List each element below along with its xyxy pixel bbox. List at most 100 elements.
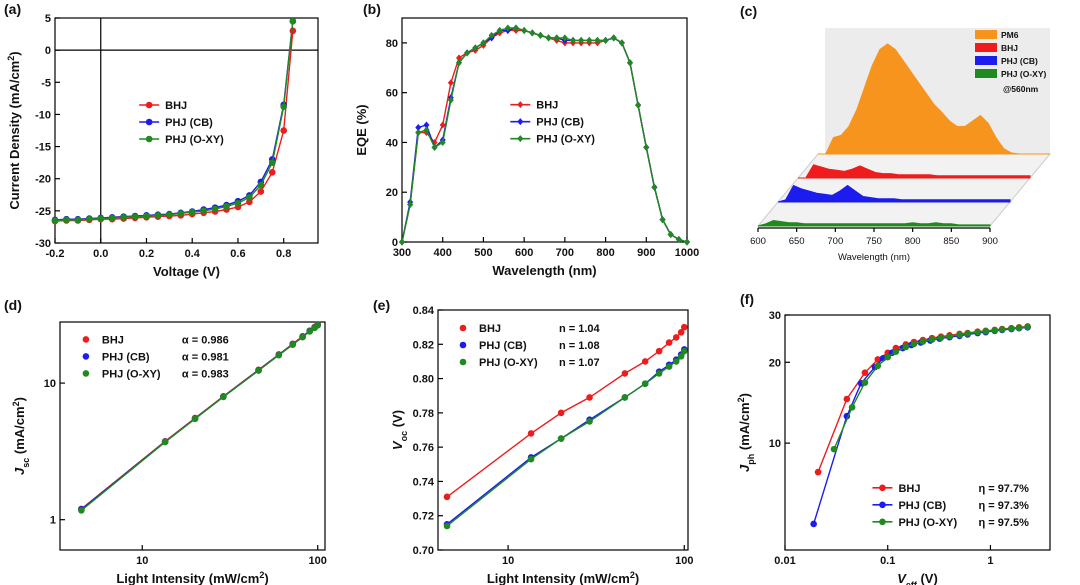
marker [810, 520, 817, 528]
marker [407, 201, 414, 209]
y-tick-label: -20 [35, 174, 51, 186]
legend-label: PM6 [1001, 30, 1019, 40]
marker [456, 59, 462, 67]
marker [306, 328, 314, 335]
marker [884, 353, 892, 361]
panel-label: (f) [740, 291, 754, 307]
panel-label: (a) [4, 1, 21, 17]
y-tick-label: 0.84 [413, 305, 435, 317]
marker [655, 347, 663, 355]
marker [211, 205, 219, 213]
marker [78, 507, 85, 514]
x-tick-label: 800 [905, 236, 921, 247]
x-axis-label: Veff (V) [897, 571, 938, 585]
spectrum-area [757, 219, 991, 227]
x-tick-label: 600 [515, 247, 533, 259]
marker [255, 367, 262, 374]
marker [161, 438, 169, 446]
marker [610, 34, 617, 42]
x-tick-label: 0.01 [774, 555, 795, 567]
marker [108, 214, 116, 222]
marker [684, 238, 690, 246]
marker [677, 352, 685, 360]
legend-annotation: η = 97.5% [978, 517, 1029, 529]
marker [223, 203, 230, 210]
legend-swatch [975, 30, 997, 39]
legend-annotation: α = 0.981 [182, 351, 229, 363]
y-tick-label: 0.82 [413, 339, 434, 351]
legend-label: PHJ (O-XY) [102, 368, 161, 380]
y-tick-label: 0 [45, 45, 51, 57]
marker [861, 379, 869, 386]
marker [521, 26, 528, 34]
marker [618, 39, 625, 47]
plot-frame [437, 309, 689, 551]
y-tick-label: 1 [50, 515, 56, 527]
marker [257, 181, 265, 189]
marker [188, 208, 196, 216]
y-axis-label: EQE (%) [354, 104, 369, 155]
marker [166, 211, 173, 219]
marker [570, 36, 576, 44]
legend-label: PHJ (O-XY) [479, 357, 538, 369]
marker [97, 215, 105, 222]
panel-label: (b) [363, 1, 381, 17]
plot-frame [59, 321, 326, 551]
marker [665, 339, 673, 346]
label-part: ) [635, 571, 639, 585]
x-tick-label: 900 [637, 247, 655, 259]
label-part: 2 [6, 56, 16, 61]
y-axis-label: Voc (V) [390, 410, 409, 450]
label-part: V [390, 440, 405, 450]
label-part: EQE (%) [354, 104, 369, 155]
legend-label: PHJ (O-XY) [536, 134, 595, 146]
marker [594, 36, 601, 44]
marker [964, 330, 971, 337]
marker [513, 24, 519, 32]
marker [991, 327, 998, 334]
marker [517, 118, 524, 126]
y-tick-label: 0.72 [413, 511, 434, 523]
marker [937, 334, 945, 341]
x-axis-label: Wavelength (nm) [492, 263, 596, 278]
x-tick-label: 850 [943, 236, 959, 247]
legend-label: PHJ (O-XY) [1001, 69, 1047, 79]
annotation: @560nm [1003, 84, 1039, 94]
y-tick-label: -25 [35, 206, 51, 218]
label-part: ) [7, 51, 22, 55]
x-tick-label: 1 [987, 555, 993, 567]
label-part: ) [264, 571, 268, 585]
y-tick-label: 20 [386, 187, 398, 199]
x-axis-label: Wavelength (nm) [838, 252, 910, 263]
marker [843, 395, 851, 403]
marker [423, 126, 430, 134]
label-part: Wavelength (nm) [838, 252, 910, 263]
x-tick-label: 10 [502, 555, 514, 567]
marker [145, 135, 153, 143]
marker [177, 210, 185, 217]
series-line [833, 326, 1028, 450]
legend-label: BHJ [479, 323, 501, 335]
marker [447, 79, 454, 87]
x-axis-label: Light Intensity (mW/cm2) [487, 570, 639, 585]
label-part: J [737, 464, 752, 472]
marker [635, 101, 642, 109]
spectrum-area [777, 184, 1011, 203]
x-tick-label: 650 [789, 236, 805, 247]
marker [643, 143, 650, 151]
label-part: (mA/cm [737, 402, 752, 453]
panel-label: (e) [373, 297, 390, 313]
legend-annotation: n = 1.04 [559, 323, 601, 335]
marker [814, 468, 822, 476]
marker [246, 194, 253, 201]
y-tick-label: -30 [35, 238, 51, 250]
marker [443, 522, 451, 530]
marker [982, 327, 990, 335]
marker [63, 216, 70, 224]
marker [675, 236, 682, 244]
x-tick-label: 0.1 [880, 555, 895, 567]
marker [892, 348, 900, 356]
y-axis-label: Current Density (mA/cm2) [6, 51, 22, 209]
marker [443, 493, 451, 501]
marker [415, 124, 422, 132]
